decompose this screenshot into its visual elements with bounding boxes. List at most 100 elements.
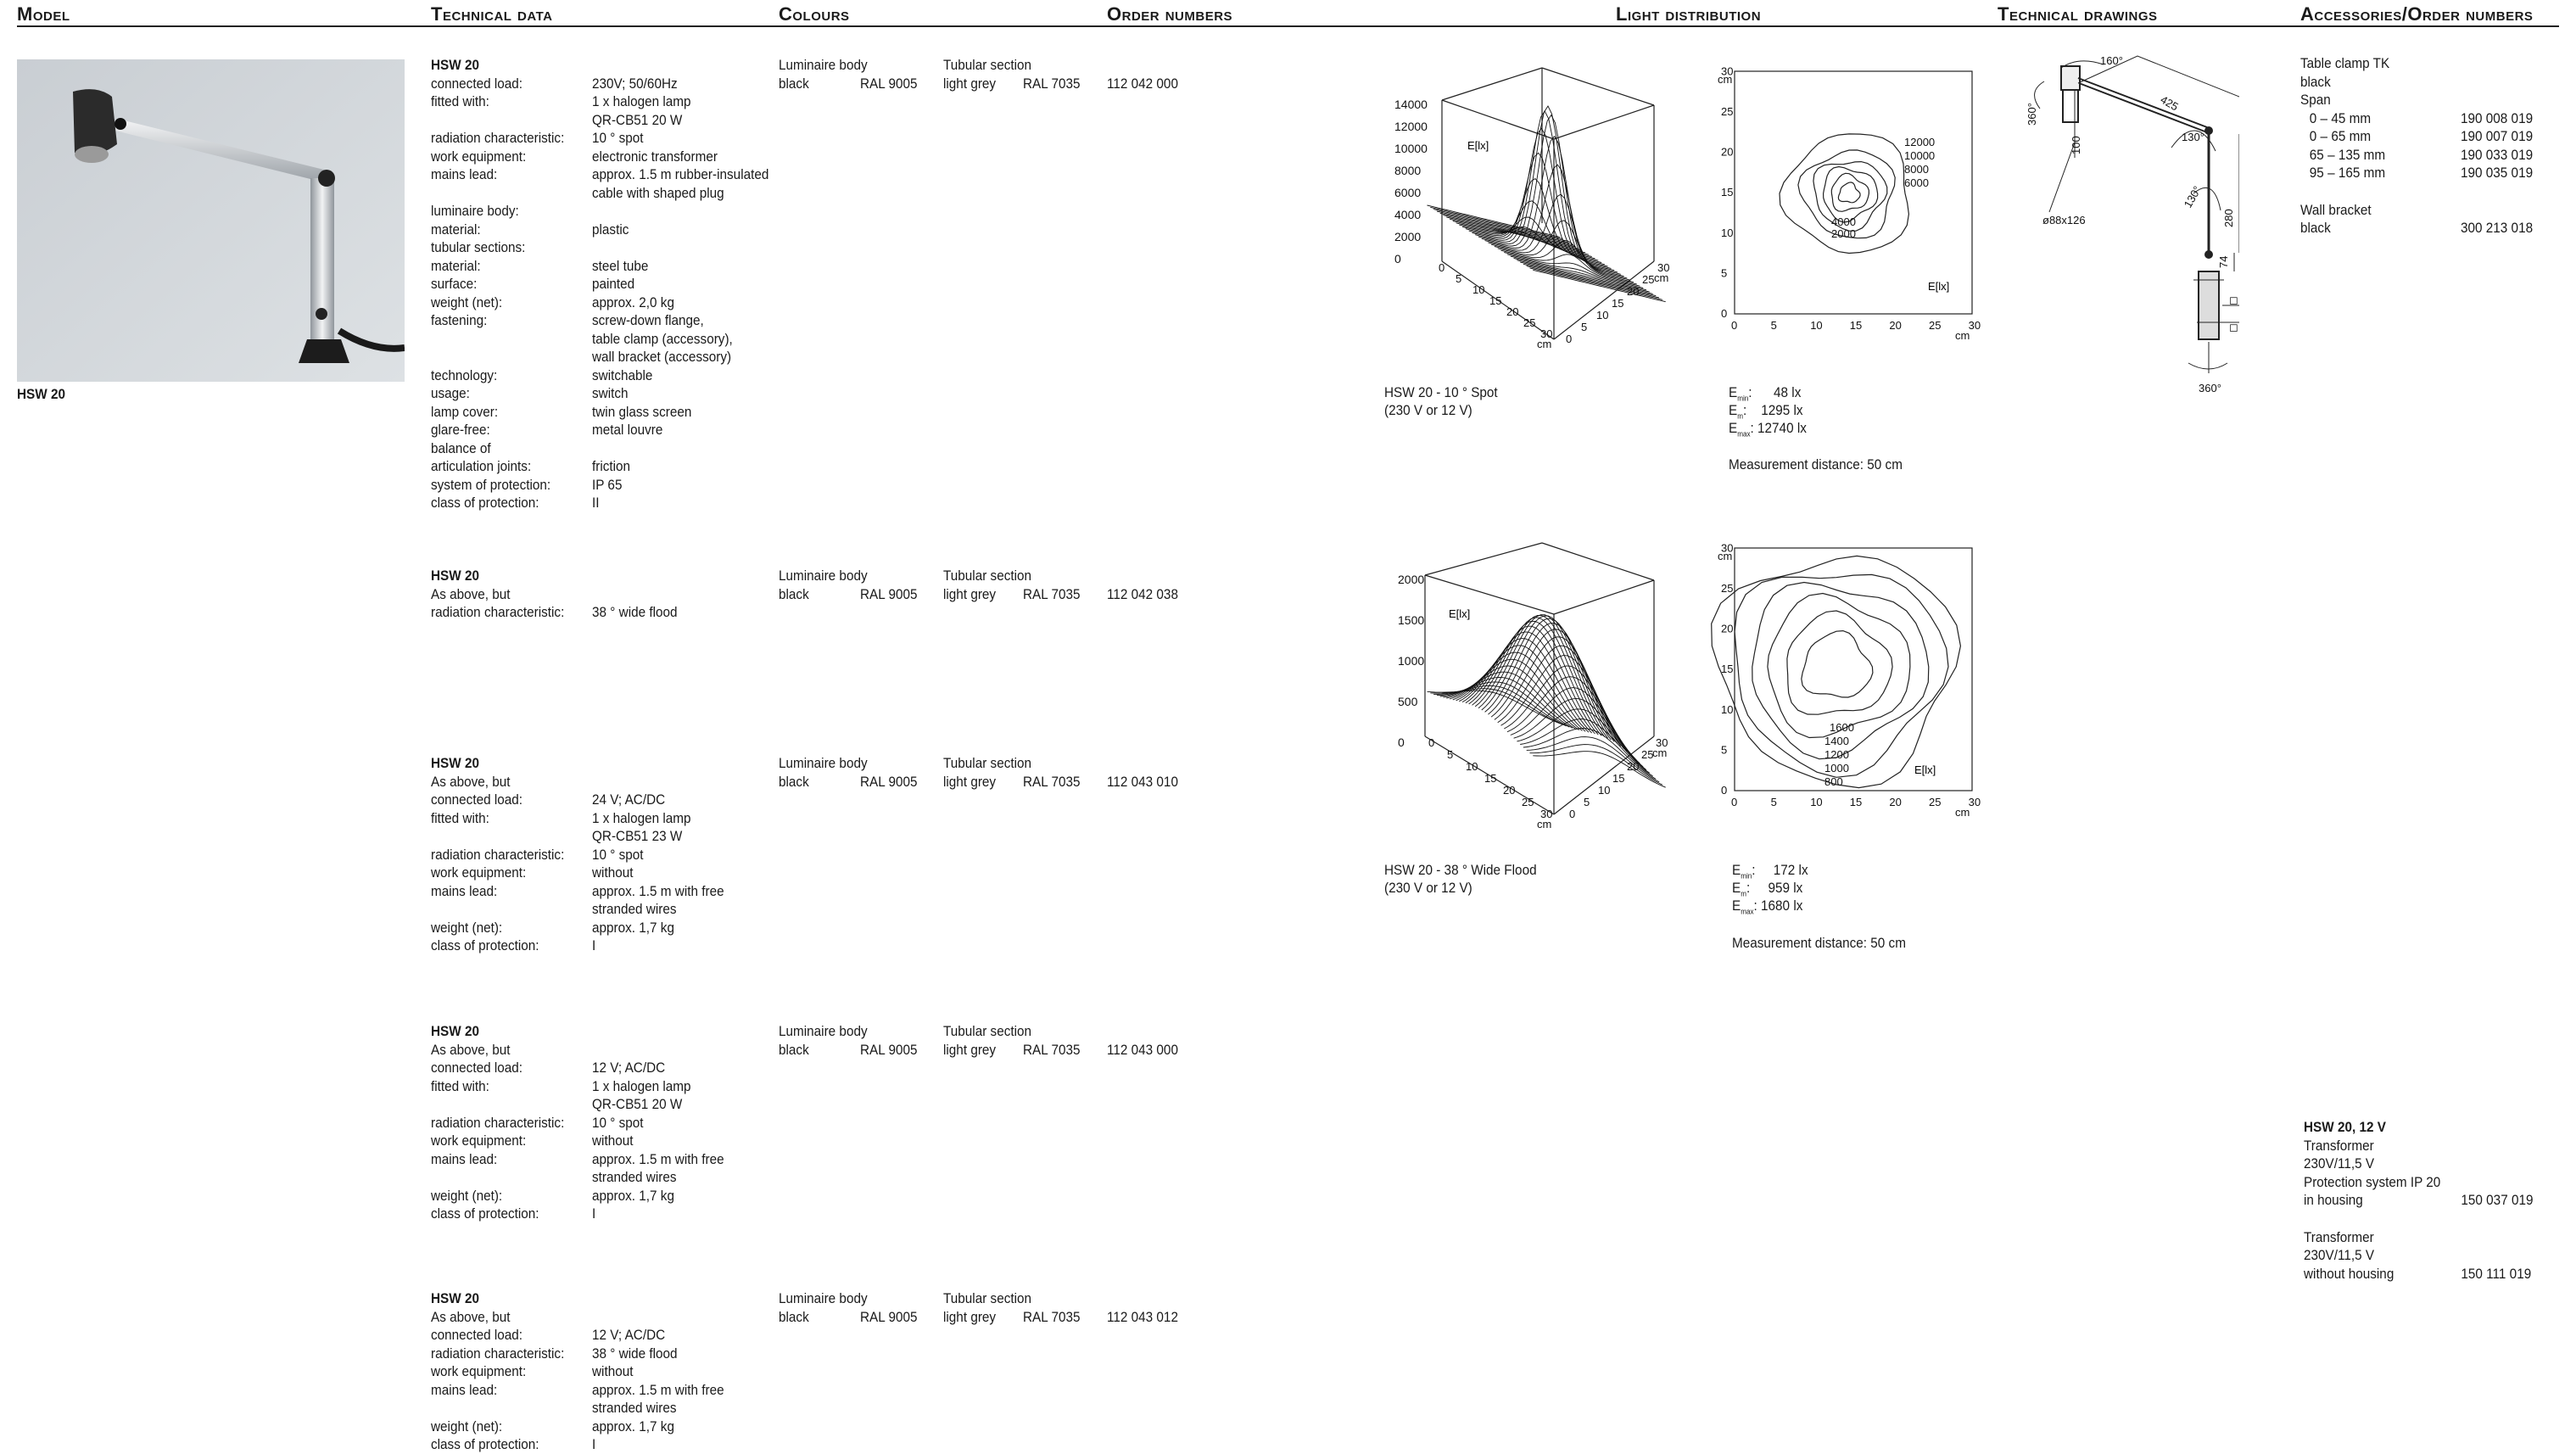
spot-emax: Emax: 12740 lx <box>1729 420 1807 439</box>
spec-value: 1 x halogen lamp <box>592 1077 691 1094</box>
spec-label: work equipment: <box>431 1363 527 1379</box>
transformer-line: Transformer <box>2304 1228 2374 1245</box>
transformer-line: in housing 150 037 019 <box>2304 1192 2534 1208</box>
spec-value: 38 ° wide flood <box>592 604 678 620</box>
spec-value: without <box>592 864 634 881</box>
surface-mesh-line <box>1472 617 1606 737</box>
contour-line <box>1752 581 1930 760</box>
surface-mesh-line <box>1526 266 1660 299</box>
spec-row: class of protection: I <box>431 1435 1449 1454</box>
y-tick-label: 14000 <box>1394 98 1428 111</box>
spec-label: fitted with: <box>431 1077 489 1094</box>
base-tick-label: 10 <box>1466 760 1478 773</box>
span-order: 190 008 019 <box>2461 109 2534 126</box>
order-number: 112 042 000 <box>1107 75 1178 92</box>
spec-value: approx. 2,0 kg <box>592 294 674 310</box>
surface-mesh-line <box>1494 193 1628 279</box>
surface-mesh-line <box>1520 719 1653 777</box>
spec-label: As above, but <box>431 1308 511 1325</box>
surface-mesh-line <box>1488 135 1621 275</box>
spec-label: surface: <box>431 276 478 292</box>
dimension-label: ø88x126 <box>2042 214 2086 226</box>
spec-label: luminaire body: <box>431 203 519 219</box>
ral-body: RAL 9005 <box>860 1041 918 1058</box>
base-unit-label: cm <box>1652 747 1667 759</box>
grid-x-tick: 0 <box>1731 319 1737 332</box>
surface-mesh-line <box>1465 200 1599 261</box>
surface-mesh-line <box>1506 254 1640 287</box>
grid-x-tick: 10 <box>1810 796 1822 808</box>
contour-label: 1200 <box>1824 748 1849 761</box>
spot-caption-1: HSW 20 - 10 ° Spot <box>1384 384 1498 400</box>
span-row: 65 – 135 mm 190 033 019 <box>2300 146 2533 165</box>
colour-body-label: Luminaire body <box>779 568 868 584</box>
spec-label: articulation joints: <box>431 458 532 474</box>
contour-label: 12000 <box>1904 136 1935 148</box>
spec-row: connected load: 230V; 50/60Hz <box>431 75 1449 93</box>
contour-line <box>1797 149 1896 239</box>
order-number: 112 043 010 <box>1107 773 1178 790</box>
ral-tube: RAL 7035 <box>1023 75 1081 92</box>
spec-label: lamp cover: <box>431 403 499 420</box>
base-tick-label: 0 <box>1566 333 1572 345</box>
accessories-column: Table clamp TK black Span 0 – 45 mm 190 … <box>2300 54 2533 238</box>
base-unit-label: cm <box>1537 818 1551 830</box>
spec-value: 24 V; AC/DC <box>592 791 666 808</box>
flood-caption-1: HSW 20 - 38 ° Wide Flood <box>1384 862 1537 878</box>
spec-label: mains lead: <box>431 1150 498 1167</box>
spec-row: fitted with: 1 x halogen lamp <box>431 1077 1449 1096</box>
spec-label: system of protection: <box>431 476 551 493</box>
header-light-distribution: Light distribution <box>1616 3 1762 25</box>
spec-value: QR-CB51 20 W <box>592 111 683 128</box>
base-tick-label: 10 <box>1598 784 1610 797</box>
spec-row: As above, but <box>431 1308 1449 1327</box>
spec-row: weight (net): approx. 1,7 kg <box>431 1187 1449 1205</box>
spec-value: I <box>592 1205 596 1222</box>
spec-label: work equipment: <box>431 864 527 881</box>
base-tick-label: 0 <box>1428 736 1434 749</box>
surface-mesh-line <box>1439 212 1573 246</box>
base-tick-label: 25 <box>1642 273 1654 286</box>
span-range: 95 – 165 mm <box>2309 165 2386 181</box>
spec-label: glare-free: <box>431 422 490 438</box>
ral-tube: RAL 7035 <box>1023 585 1081 602</box>
spec-row: luminaire body: <box>431 202 1449 221</box>
base-tick-label: 5 <box>1581 321 1587 333</box>
spec-value: approx. 1.5 m with free <box>592 1381 724 1398</box>
spec-value: without <box>592 1132 634 1149</box>
colour-tube: light grey <box>943 773 997 790</box>
spec-value: I <box>592 1436 596 1452</box>
product-block-5: HSW 20 As above, but connected load: 12 … <box>431 1289 1449 1454</box>
y-tick-label: 0 <box>1398 735 1405 749</box>
spec-label: connected load: <box>431 791 523 808</box>
product-block-3: HSW 20 As above, but connected load: 24 … <box>431 754 1449 955</box>
base-tick-label: 5 <box>1456 272 1461 285</box>
spec-label: weight (net): <box>431 919 503 936</box>
spec-label: mains lead: <box>431 166 498 182</box>
spec-label: class of protection: <box>431 1436 539 1452</box>
contour-label: 6000 <box>1904 176 1929 189</box>
y-tick-label: 4000 <box>1394 208 1421 221</box>
spec-row: QR-CB51 20 W <box>431 111 1449 130</box>
transformer-line: 230V/11,5 V <box>2304 1155 2375 1172</box>
spec-row: mains lead: approx. 1.5 m with free <box>431 1150 1449 1169</box>
surface-mesh-line <box>1433 209 1567 242</box>
transformer-line: Transformer <box>2304 1137 2374 1154</box>
spec-row: usage: switch <box>431 384 1449 403</box>
base-tick-label: 20 <box>1627 285 1639 298</box>
spec-value: without <box>592 1363 634 1379</box>
spec-row: As above, but <box>431 1041 1449 1060</box>
surface-mesh-line <box>1449 218 1583 252</box>
surface-mesh-line <box>1484 114 1618 273</box>
base-tick-label: 15 <box>1612 772 1624 785</box>
surface-mesh-line <box>1461 631 1595 735</box>
y-tick-label: 1500 <box>1398 613 1424 627</box>
spot-contour-axis-label: E[lx] <box>1928 280 1949 293</box>
spec-value: approx. 1,7 kg <box>592 919 674 936</box>
base-tick-label: 30 <box>1657 261 1669 274</box>
spec-label: weight (net): <box>431 1187 503 1204</box>
base-tick-label: 0 <box>1439 261 1444 274</box>
surface-mesh-line <box>1490 164 1624 277</box>
